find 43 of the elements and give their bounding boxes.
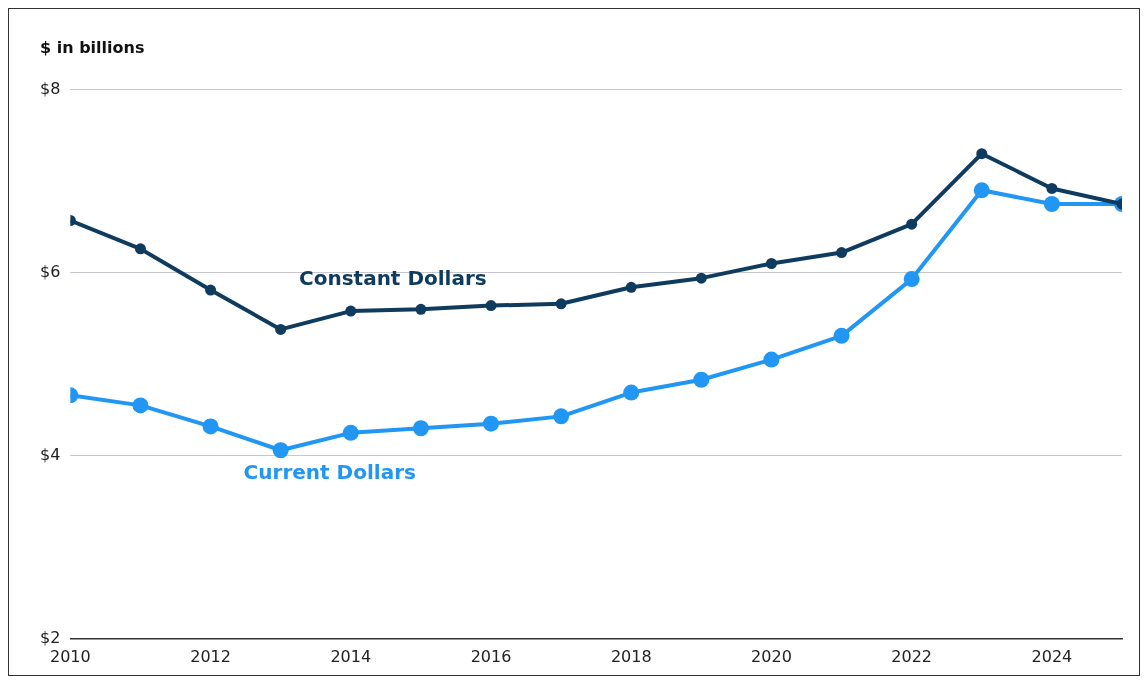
series-label: Current Dollars — [243, 460, 416, 485]
point — [903, 271, 920, 288]
x-tick-label: 2014 — [330, 646, 372, 666]
point — [272, 442, 289, 459]
x-tick-label: 2024 — [1031, 646, 1073, 666]
point — [555, 298, 567, 310]
point — [483, 415, 500, 432]
point — [763, 351, 780, 368]
x-tick-label: 2018 — [610, 646, 652, 666]
point — [485, 300, 497, 312]
point — [1046, 182, 1058, 194]
point — [134, 243, 146, 255]
y-axis-title: $ in billions — [40, 38, 145, 57]
series-label: Constant Dollars — [299, 266, 487, 291]
point — [973, 182, 990, 199]
y-tick-label: $8 — [40, 78, 61, 98]
y-tick-label: $2 — [40, 627, 61, 647]
point — [625, 281, 637, 293]
y-tick-label: $4 — [40, 444, 61, 464]
point — [275, 323, 287, 335]
point — [342, 424, 359, 441]
point — [695, 272, 707, 284]
point — [202, 418, 219, 435]
point — [693, 371, 710, 388]
x-tick-label: 2020 — [751, 646, 792, 666]
point — [765, 258, 777, 270]
point — [1043, 196, 1060, 213]
point — [132, 397, 149, 414]
y-tick-label: $6 — [40, 261, 61, 281]
x-tick-label: 2022 — [891, 646, 933, 666]
point — [205, 284, 217, 296]
point — [345, 305, 357, 317]
x-tick-label: 2016 — [470, 646, 512, 666]
point — [412, 420, 429, 437]
point — [553, 408, 570, 425]
point — [976, 148, 988, 160]
x-tick-label: 2010 — [50, 646, 91, 666]
x-tick-label: 2012 — [190, 646, 231, 666]
point — [836, 247, 848, 259]
point — [623, 384, 640, 401]
point — [906, 218, 918, 230]
point — [415, 303, 427, 315]
point — [833, 327, 850, 344]
